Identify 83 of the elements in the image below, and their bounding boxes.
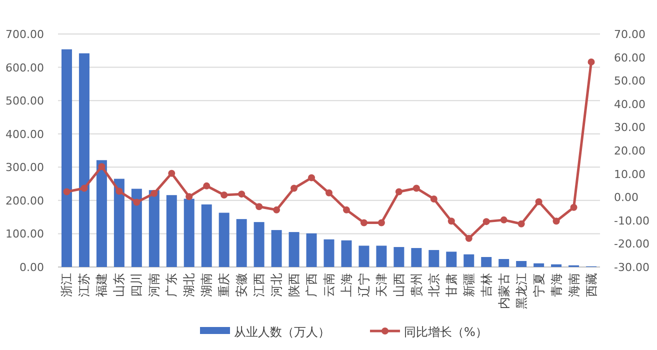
x-tick-label: 云南 bbox=[322, 273, 336, 297]
x-tick-label: 广东 bbox=[164, 273, 179, 297]
x-tick-label: 山西 bbox=[392, 273, 406, 297]
point bbox=[308, 174, 316, 182]
x-tick-label: 福建 bbox=[94, 273, 109, 297]
y-tick-label: 500.00 bbox=[6, 94, 44, 108]
point bbox=[326, 189, 332, 196]
point bbox=[448, 218, 455, 225]
x-tick-label: 天津 bbox=[374, 273, 388, 297]
point bbox=[588, 58, 595, 66]
x-tick-label: 四川 bbox=[130, 273, 144, 297]
x-tick-label: 陕西 bbox=[287, 273, 302, 297]
x-tick-label: 吉林 bbox=[479, 273, 494, 297]
point bbox=[412, 184, 420, 192]
x-tick-label: 西藏 bbox=[584, 273, 598, 297]
point bbox=[150, 190, 158, 197]
y2-tick-label: 60.00 bbox=[614, 51, 646, 64]
x-tick-label: 湖南 bbox=[200, 273, 214, 297]
point bbox=[430, 195, 438, 202]
point bbox=[63, 188, 70, 196]
y2-tick-label: 50.00 bbox=[614, 74, 646, 88]
legend-label: 从业人数（万人） bbox=[234, 325, 330, 339]
x-tick-label: 重庆 bbox=[217, 273, 232, 297]
point bbox=[570, 204, 578, 211]
point bbox=[378, 219, 385, 226]
y2-tick-label: -20.00 bbox=[614, 238, 650, 251]
point bbox=[482, 218, 490, 226]
point bbox=[342, 206, 350, 214]
x-tick-label: 青海 bbox=[549, 273, 564, 297]
x-tick-label: 内蒙古 bbox=[496, 273, 511, 309]
point bbox=[116, 188, 123, 195]
x-tick-label: 北京 bbox=[426, 273, 441, 297]
x-tick-label: 宁夏 bbox=[532, 273, 546, 297]
point bbox=[256, 203, 263, 210]
y2-tick-label: -30.00 bbox=[614, 261, 650, 274]
y2-tick-label: 0.00 bbox=[614, 191, 638, 204]
y-tick-label: 400.00 bbox=[6, 128, 44, 141]
x-tick-label: 浙江 bbox=[60, 273, 74, 297]
x-tick-label: 广西 bbox=[304, 273, 319, 297]
x-tick-label: 安徽 bbox=[234, 273, 249, 297]
point bbox=[290, 184, 298, 192]
point bbox=[203, 182, 210, 190]
y-tick-label: 700.00 bbox=[6, 28, 44, 41]
point bbox=[238, 190, 246, 198]
x-tick-label: 山东 bbox=[112, 273, 126, 297]
y2-tick-label: 40.00 bbox=[614, 98, 646, 111]
point bbox=[220, 192, 228, 199]
x-tick-label: 辽宁 bbox=[356, 273, 371, 297]
point bbox=[552, 218, 560, 225]
y2-tick-label: 30.00 bbox=[614, 121, 646, 134]
x-tick-label: 新疆 bbox=[462, 273, 476, 297]
x-tick-label: 河北 bbox=[270, 273, 284, 297]
point bbox=[500, 216, 508, 224]
y-tick-label: 0.00 bbox=[20, 261, 44, 274]
point bbox=[395, 188, 402, 196]
point bbox=[465, 234, 472, 242]
x-tick-label: 海南 bbox=[566, 273, 581, 297]
x-tick-label: 甘肃 bbox=[444, 273, 458, 297]
y2-tick-label: 10.00 bbox=[614, 168, 646, 181]
point bbox=[80, 184, 88, 192]
point bbox=[273, 206, 280, 214]
y-tick-label: 100.00 bbox=[6, 228, 44, 241]
x-tick-label: 江苏 bbox=[77, 273, 92, 297]
y2-tick-label: 70.00 bbox=[614, 28, 646, 41]
x-tick-label: 贵州 bbox=[409, 273, 424, 297]
legend-label: 同比增长（%） bbox=[404, 325, 488, 339]
y2-tick-label: -10.00 bbox=[614, 214, 650, 228]
y2-tick-label: 20.00 bbox=[614, 144, 646, 158]
point bbox=[168, 170, 176, 177]
x-tick-label: 黑龙江 bbox=[514, 273, 528, 309]
x-tick-label: 上海 bbox=[339, 273, 354, 297]
point bbox=[535, 198, 542, 206]
point bbox=[133, 198, 140, 206]
y-tick-label: 600.00 bbox=[6, 61, 44, 74]
point bbox=[518, 220, 525, 228]
x-tick-label: 湖北 bbox=[182, 273, 196, 297]
x-tick-label: 河南 bbox=[147, 273, 162, 297]
x-tick-label: 江西 bbox=[252, 273, 266, 297]
y-tick-label: 200.00 bbox=[6, 194, 44, 208]
y-tick-label: 300.00 bbox=[6, 161, 44, 174]
point bbox=[186, 193, 193, 200]
point bbox=[98, 163, 106, 170]
point bbox=[360, 219, 368, 226]
